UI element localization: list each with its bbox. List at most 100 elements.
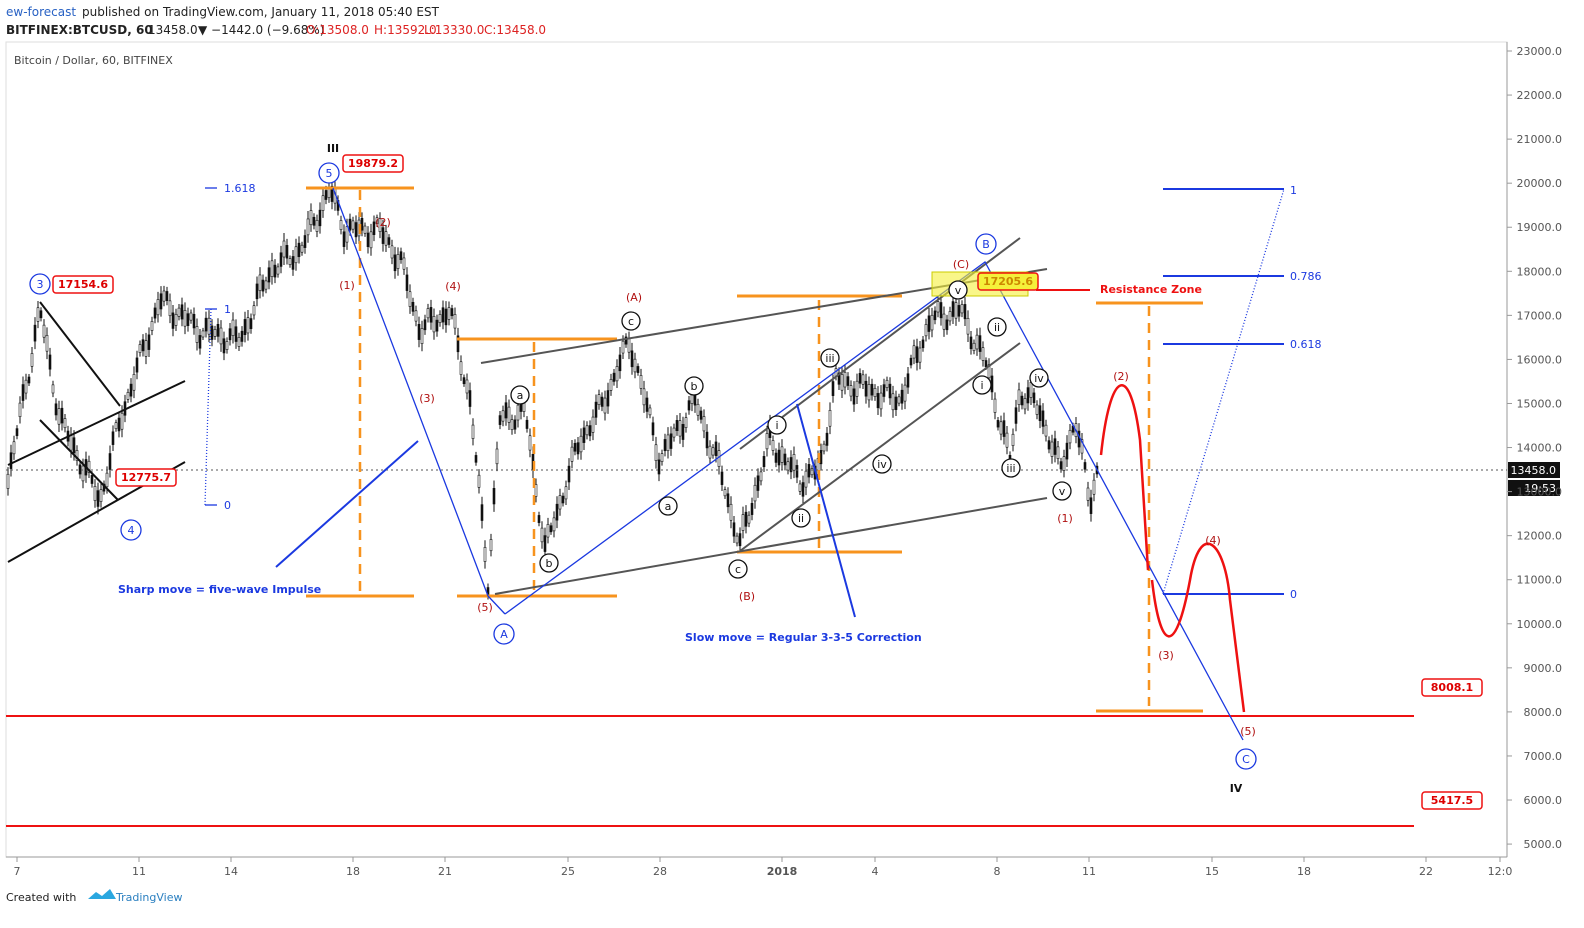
candle-body <box>558 495 562 510</box>
candle-body <box>1065 442 1069 460</box>
candle-body <box>648 407 652 416</box>
candle-body <box>438 314 442 323</box>
candle-body <box>1041 410 1045 427</box>
callout-box <box>115 468 177 487</box>
candle-body <box>726 493 730 508</box>
candle-body <box>1089 497 1093 514</box>
candle-body <box>426 308 430 319</box>
minor-wave: ii <box>798 512 804 525</box>
candle-body <box>321 195 325 211</box>
minor-wave-circle <box>872 454 892 474</box>
minor-wave: iv <box>1034 372 1044 385</box>
candle-body <box>537 515 541 523</box>
candle-body <box>999 421 1003 435</box>
candle-body <box>645 397 649 412</box>
candle-body <box>93 486 97 501</box>
candle-body <box>285 245 289 259</box>
candle-body <box>756 475 760 491</box>
candle-body <box>804 470 808 488</box>
callout-text: 19879.2 <box>348 157 398 170</box>
candle-body <box>981 347 985 361</box>
candle-body <box>423 319 427 331</box>
candle-body <box>243 319 247 336</box>
candle-body <box>723 489 727 497</box>
candle-body <box>936 301 940 313</box>
minor-wave: ii <box>994 321 1000 334</box>
candle-body <box>51 384 55 394</box>
red-wave: (2) <box>375 216 391 229</box>
candles <box>6 178 1099 600</box>
candle-body <box>903 384 907 402</box>
candle-body <box>279 252 283 267</box>
time-label: 15 <box>1205 865 1219 878</box>
red-wave: (5) <box>1240 725 1256 738</box>
candle-body <box>39 310 43 319</box>
candle-body <box>600 396 604 407</box>
author[interactable]: ew-forecast <box>6 5 76 19</box>
time-label: 18 <box>346 865 360 878</box>
candle-body <box>876 393 880 409</box>
candle-body <box>960 304 964 314</box>
close: C:13458.0 <box>484 23 546 37</box>
footer-brand[interactable]: TradingView <box>115 891 182 904</box>
time-label: 28 <box>653 865 667 878</box>
candle-body <box>858 373 862 384</box>
red-wave: (4) <box>1205 534 1221 547</box>
candle-body <box>498 415 502 425</box>
candle-body <box>720 471 724 485</box>
candle-body <box>1035 404 1039 415</box>
candle-body <box>378 218 382 232</box>
candle-body <box>270 260 274 277</box>
candle-body <box>573 442 577 452</box>
circled-wave-circle <box>975 233 997 255</box>
candle-body <box>591 416 595 433</box>
candle-body <box>1068 429 1072 444</box>
candle-body <box>198 335 202 349</box>
candle-body <box>627 338 631 353</box>
red-wave: (4) <box>445 280 461 293</box>
minor-wave-circle <box>987 317 1007 337</box>
candle-body <box>825 432 829 446</box>
candle-body <box>555 503 559 521</box>
candle-body <box>30 353 34 367</box>
candle-body <box>216 323 220 337</box>
candle-body <box>420 328 424 344</box>
candle-body <box>879 392 883 410</box>
candle-body <box>408 291 412 307</box>
candle-body <box>390 245 394 259</box>
candle-body <box>1011 433 1015 446</box>
candle-body <box>306 218 310 236</box>
candle-body <box>597 394 601 405</box>
candle-body <box>753 484 757 502</box>
candle-body <box>810 468 814 476</box>
candle-body <box>264 280 268 290</box>
candle-body <box>777 449 781 466</box>
candle-body <box>651 422 655 436</box>
candle-body <box>900 389 904 404</box>
candle-body <box>183 309 187 327</box>
candle-body <box>429 307 433 323</box>
candle-body <box>225 341 229 350</box>
candle-body <box>579 435 583 453</box>
candle-body <box>912 345 916 359</box>
note: Sharp move = five-wave Impulse <box>118 583 321 596</box>
candle-body <box>252 305 256 316</box>
circled-wave-circle <box>493 623 515 645</box>
candle-body <box>159 293 163 310</box>
fib-right-label: 1 <box>1290 184 1297 197</box>
candle-body <box>987 364 991 379</box>
published: published on TradingView.com, January 11… <box>82 5 440 19</box>
candle-body <box>492 488 496 505</box>
minor-wave: c <box>628 315 634 328</box>
candle-body <box>171 312 175 329</box>
candle-body <box>576 442 580 455</box>
minor-wave: a <box>665 500 672 513</box>
countdown-tag <box>1508 480 1560 496</box>
candle-body <box>852 388 856 405</box>
note: Resistance Zone <box>1100 283 1202 296</box>
circled-wave-circle <box>318 162 340 184</box>
candle-body <box>543 535 547 552</box>
callout-box <box>1421 791 1483 810</box>
candle-body <box>447 307 451 320</box>
callout-box <box>977 272 1039 291</box>
